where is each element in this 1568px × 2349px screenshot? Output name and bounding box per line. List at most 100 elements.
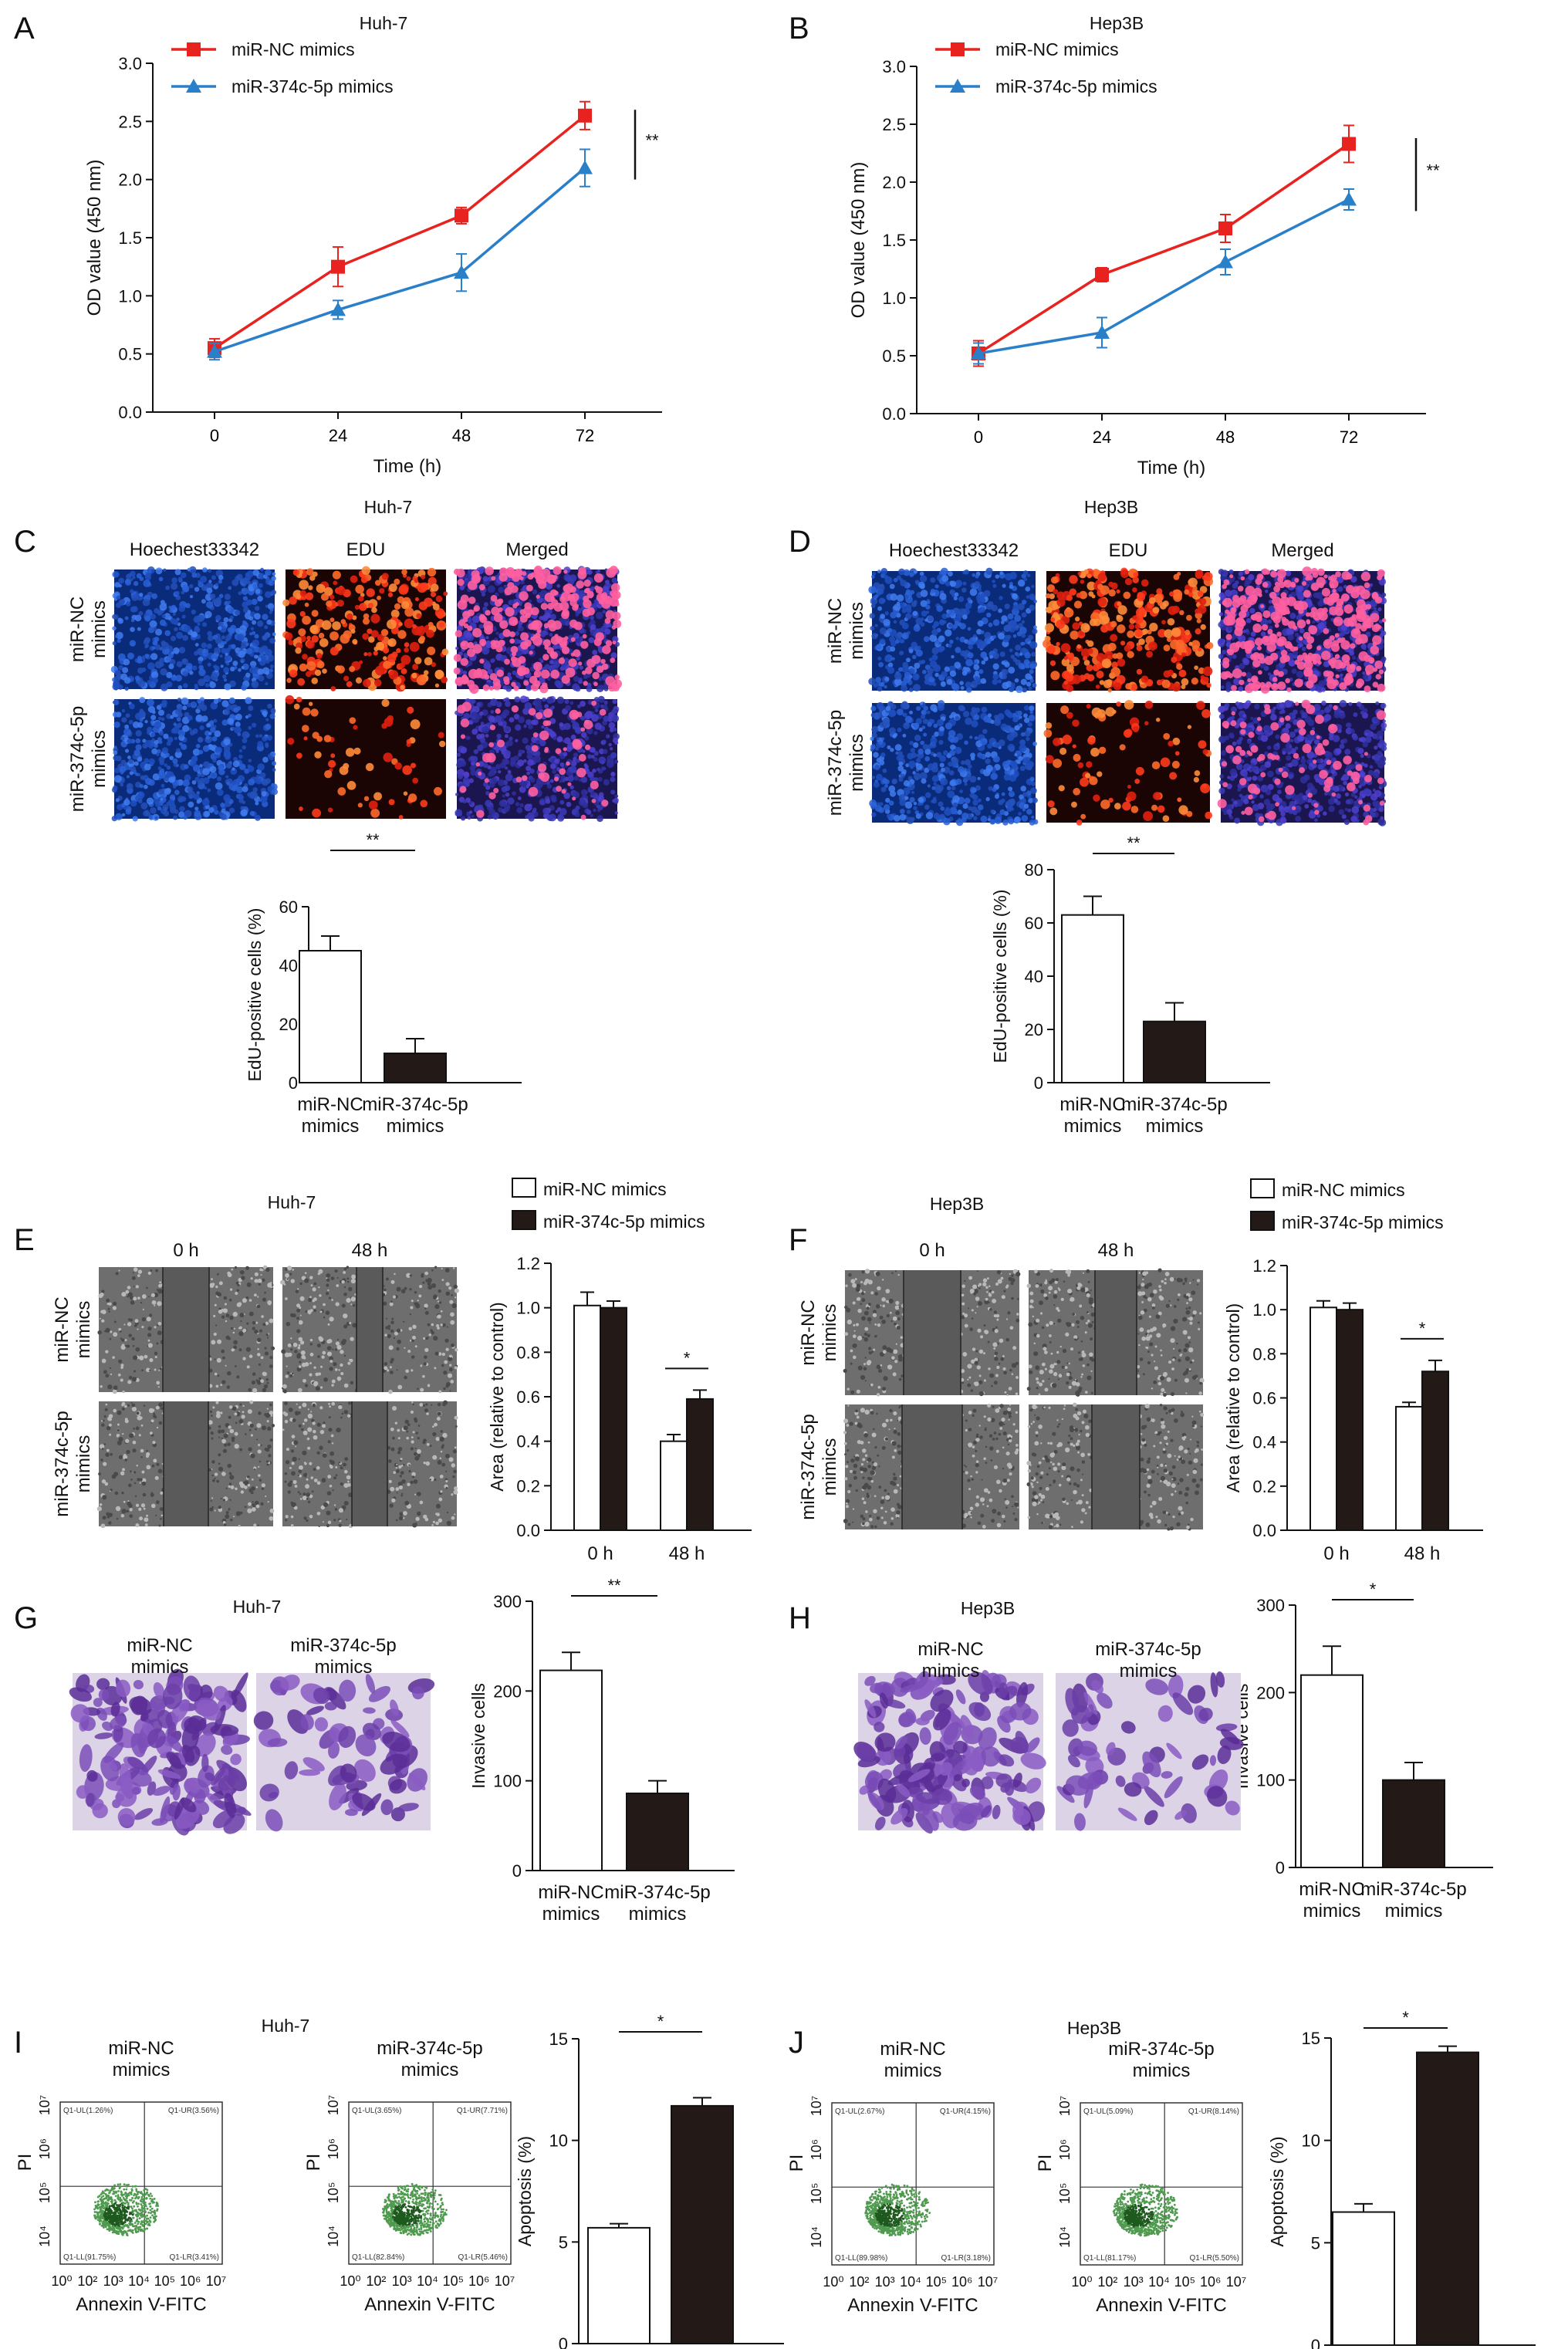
micrograph-C-r0-c0-nucleus [143,579,151,587]
micrograph-C-r0-c2-nucleus [604,580,610,585]
micrograph-C-r0-c2-nucleus [498,586,505,593]
micrograph-C-r0-c0-nucleus [207,662,211,667]
micrograph-D-r0-c0-nucleus [1031,584,1035,589]
micrograph-C-r0-c1-cell [329,594,335,600]
micrograph-D-r0-c1-cell [1197,590,1204,597]
micrograph-D-r0-c1-cell [1146,651,1154,658]
micrograph-C-r0-c0-nucleus [252,620,257,625]
micrograph-D-r0-c2-cell [1355,637,1363,645]
panel-title-H: Hep3B [961,1598,1015,1618]
micrograph-D-r0-c2-cell [1357,599,1366,609]
micrograph-C-r0-c2-cell [606,567,617,578]
micrograph-C-r1-c0-nucleus [242,731,250,739]
micrograph-C-r0-c1-cell [355,677,363,684]
micrograph-C-r1-c0-nucleus [113,750,118,755]
micrograph-C-r1-c0-nucleus [231,767,235,771]
micrograph-D-r0-c0-nucleus [901,632,909,640]
micrograph-D-r0-c1-cell [1181,652,1186,657]
micrograph-C-r0-c1-cell [434,683,440,688]
micrograph-D-r0-c0-nucleus [1011,593,1019,600]
micrograph-D-r0-c1-cell [1080,623,1090,633]
micrograph-C-r1-c1-cell [324,770,333,779]
micrograph-C-r1-c0-nucleus [261,791,267,797]
micrograph-C-r1-c2-nucleus [569,766,577,773]
bar-F-0 [1309,1306,1337,1532]
micrograph-D-r0-c2-cell [1235,641,1242,648]
y-axis-label-E: Area (relative to control) [487,1302,507,1491]
micrograph-D-r0-c0-nucleus [883,619,890,627]
micrograph-C-r0-c0-nucleus [158,576,164,582]
micrograph-C-r1-c2-nucleus [470,761,475,766]
y-tick-label-C: 0 [289,1073,298,1093]
micrograph-D-r1-c0-nucleus [921,709,927,716]
micrograph-D-r0-c0-nucleus [942,620,947,624]
micrograph-C-r0-c0-nucleus [189,566,197,574]
micrograph-C-r1-c2-nucleus [525,719,532,725]
micrograph-D-r0-c1-cell [1066,664,1074,672]
micrograph-D-r0-c0-nucleus [933,620,940,627]
micrograph-D-r0-c1-cell [1091,594,1096,599]
micrograph-C-r1-c2-cell [576,768,586,778]
micrograph-C-r0-c2-cell [473,605,480,612]
micrograph-D-r0-c2-nucleus [1340,630,1346,637]
micrograph-D-r0-c2-cell [1360,571,1371,582]
micrograph-D-r0-c1-cell [1046,645,1056,654]
micrograph-D-r0-c1-cell [1124,578,1133,586]
micrograph-C-r0-c0-nucleus [125,578,130,584]
micrograph-D-r0-c1-cell [1080,580,1085,584]
panel-title-B: Hep3B [1090,13,1144,33]
micrograph-C-r0-c0-nucleus [242,620,246,624]
x-tick-label-F: 48 h [1404,1543,1441,1564]
micrograph-D-r0-c1-cell [1110,634,1118,642]
column-label-C: Merged [505,539,568,560]
micrograph-C-r0-c1-cell [355,584,364,594]
micrograph-D-r0-c2-nucleus [1248,573,1255,581]
micrograph-C-r1-c0-nucleus [242,800,246,804]
micrograph-C-r0-c0-nucleus [223,667,230,674]
micrograph-C-r0-c0-nucleus [161,613,166,619]
micrograph-C-r0-c2-cell [498,607,503,613]
micrograph-D-r0-c1-cell [1112,653,1118,659]
micrograph-C-r0-c1-cell [400,668,407,674]
micrograph-C-r0-c2-nucleus [503,584,507,588]
micrograph-C-r0-c1-cell [363,652,368,657]
micrograph-D-r0-c1-cell [1063,680,1068,685]
micrograph-D-r0-c1-cell [1161,620,1166,625]
micrograph-D-r0-c2-cell [1286,610,1290,615]
data-point-A [578,108,592,123]
micrograph-D-r0-c0-nucleus [975,671,979,675]
micrograph-D-r0-c0-nucleus [1026,595,1030,599]
micrograph-D-r0-c1-cell [1074,617,1080,622]
micrograph-D-r0-c2-cell [1286,687,1292,693]
micrograph-C-r0-c1-cell [394,603,401,610]
micrograph-D-r0-c1-cell [1063,607,1074,618]
micrograph-D-r1-c0-nucleus [889,790,897,797]
micrograph-D-r0-c0-nucleus [1032,683,1037,688]
micrograph-D-r0-c1-cell [1156,588,1163,595]
micrograph-C-r1-c2-cell [488,742,495,748]
micrograph-D-r0-c2-nucleus [1381,656,1387,662]
micrograph-D-r0-c2-cell [1256,645,1262,651]
micrograph-D-r0-c2-cell [1262,568,1269,575]
micrograph-D-r0-c2-nucleus [1289,613,1296,620]
micrograph-D-r0-c0-nucleus [977,620,984,627]
micrograph-C-r0-c2-cell [610,583,620,593]
micrograph-C-r1-c0-nucleus [197,773,201,778]
micrograph-D-r0-c1-cell [1087,648,1093,654]
micrograph-D-r0-c0-nucleus [908,649,914,654]
micrograph-D-r0-c0-nucleus [906,590,911,596]
micrograph-C-r0-c0-nucleus [176,661,183,668]
micrograph-C-r0-c0-nucleus [129,640,137,647]
micrograph-C-r1-c2-cell [536,711,543,720]
micrograph-C-r0-c0-nucleus [174,620,179,626]
micrograph-C-r0-c2-cell [550,596,556,602]
micrograph-D-r0-c0-nucleus [959,623,967,630]
micrograph-C-r1-c2-nucleus [600,704,604,708]
micrograph-D-r0-c0-nucleus [1020,641,1025,646]
micrograph-C-r1-c0-nucleus [138,799,143,804]
micrograph-D-r0-c1-cell [1120,640,1126,646]
micrograph-D-r0-c1-cell [1203,676,1209,682]
micrograph-C-r0-c1-cell [396,647,401,654]
micrograph-D-r0-c1-cell [1173,593,1182,602]
micrograph-C-r1-c0-nucleus [120,736,125,741]
